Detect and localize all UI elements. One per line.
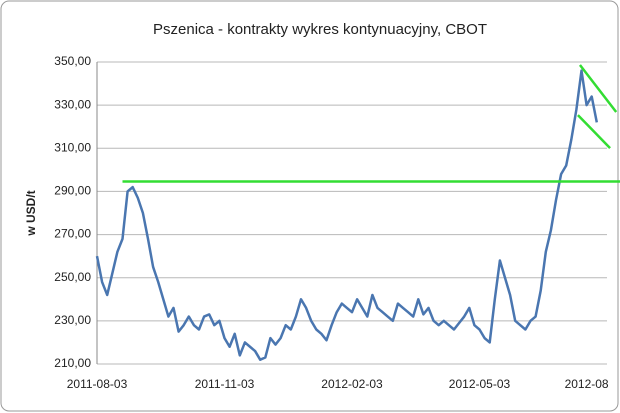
y-tick-label: 290,00	[54, 184, 91, 198]
trend-line	[578, 64, 618, 113]
x-tick-label: 2011-11-03	[195, 377, 255, 391]
x-tick-label: 2011-08-03	[67, 377, 128, 391]
y-tick-label: 230,00	[54, 313, 91, 327]
price-line	[95, 69, 599, 361]
y-tick-label: 210,00	[54, 356, 91, 370]
y-tick-label: 310,00	[54, 140, 91, 154]
trend-line	[577, 114, 611, 149]
x-tick-label: 2012-02-03	[321, 377, 383, 391]
x-tick-label: 2012-08	[565, 377, 609, 391]
x-tick-label: 2012-05-03	[449, 377, 511, 391]
chart-title: Pszenica - kontrakty wykres kontynuacyjn…	[153, 21, 487, 38]
y-axis-label: w USD/t	[24, 190, 38, 236]
y-tick-label: 350,00	[54, 54, 91, 68]
y-tick-label: 330,00	[54, 97, 91, 111]
y-tick-label: 270,00	[54, 227, 91, 241]
y-tick-label: 250,00	[54, 270, 91, 284]
